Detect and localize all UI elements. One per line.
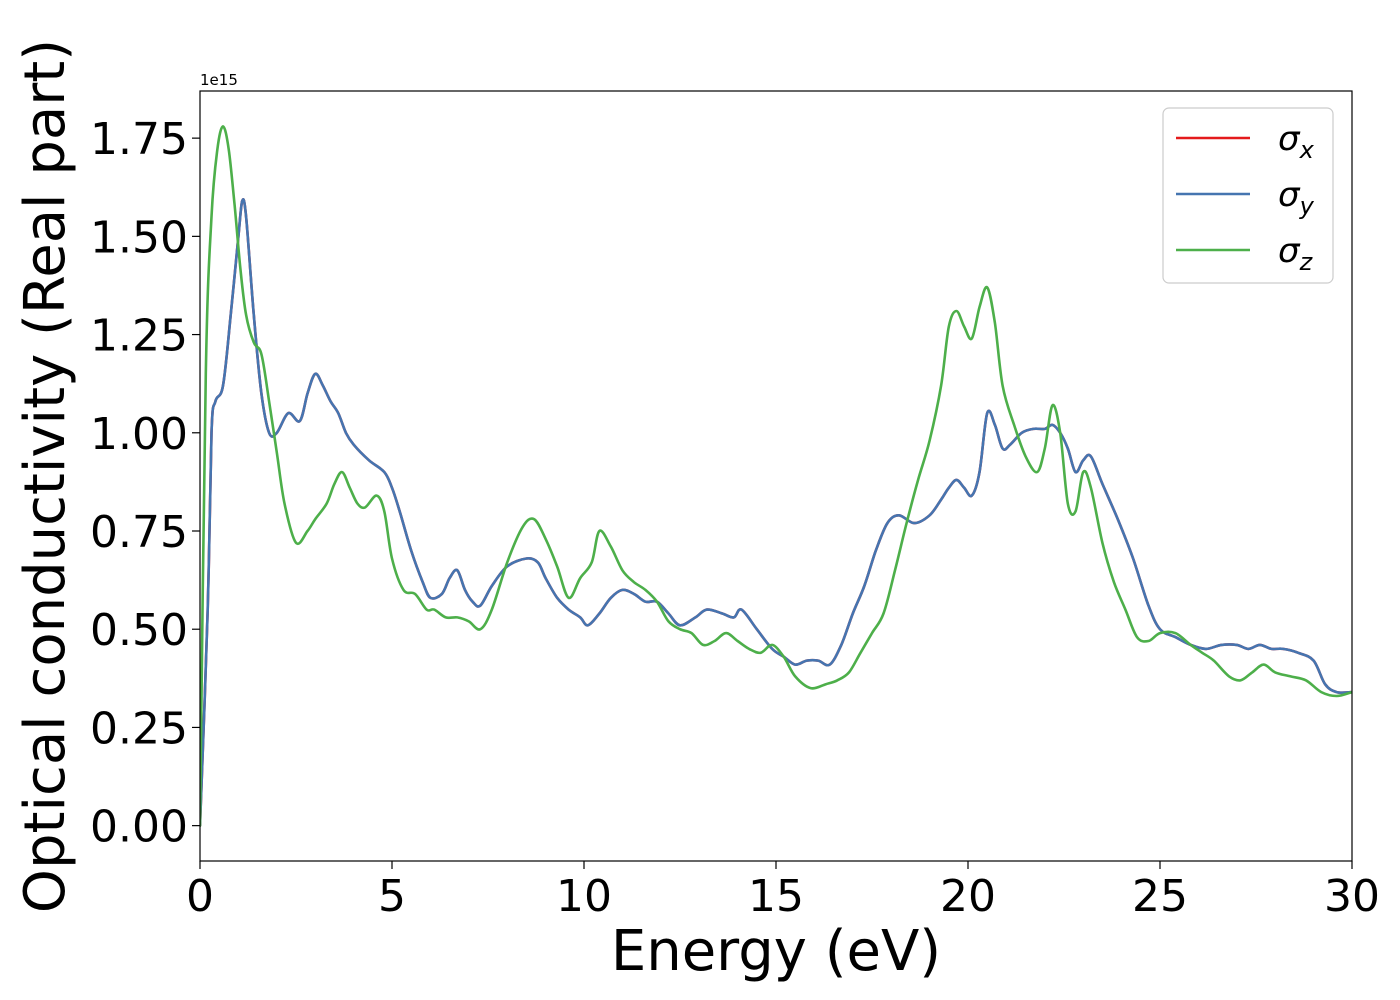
legend-label-x: σx [1278,119,1315,164]
y-axis-title: Optical conductivity (Real part) [13,39,78,913]
legend-label-z: σz [1278,231,1314,276]
legend: σx σy σz [1162,107,1334,284]
x-tick-label: 20 [940,871,996,922]
y-tick-label: 0.75 [90,507,188,558]
y-tick-label: 0.50 [90,605,188,656]
y-tick-label: 0.00 [90,802,188,853]
x-axis-title: Energy (eV) [611,919,941,984]
x-tick-label: 5 [378,871,406,922]
x-axis: 0 5 10 15 20 25 30 [186,861,1380,922]
x-tick-label: 25 [1132,871,1188,922]
y-tick-label: 1.75 [90,114,188,165]
series-line-y [200,198,1352,827]
series-line-z [200,125,1352,827]
x-tick-label: 15 [748,871,804,922]
y-offset-label: 1e15 [200,71,238,89]
series-layer [200,125,1352,827]
y-tick-label: 1.50 [90,212,188,263]
legend-frame [1162,107,1334,284]
y-tick-label: 0.25 [90,703,188,754]
y-tick-label: 1.00 [90,409,188,460]
x-tick-label: 10 [556,871,612,922]
y-tick-label: 1.25 [90,311,188,362]
x-tick-label: 30 [1324,871,1380,922]
legend-label-y: σy [1278,175,1315,220]
y-axis: 0.00 0.25 0.50 0.75 1.00 1.25 1.50 1.75 [90,114,200,853]
x-tick-label: 0 [186,871,214,922]
